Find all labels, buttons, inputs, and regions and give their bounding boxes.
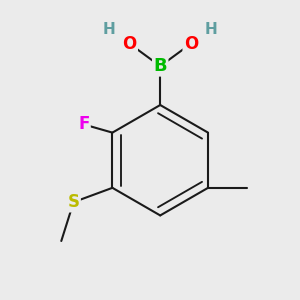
Text: H: H bbox=[103, 22, 116, 37]
Text: S: S bbox=[68, 193, 80, 211]
Text: H: H bbox=[205, 22, 218, 37]
Text: B: B bbox=[153, 57, 167, 75]
Text: O: O bbox=[184, 35, 198, 53]
Text: F: F bbox=[78, 116, 89, 134]
Text: O: O bbox=[122, 35, 137, 53]
